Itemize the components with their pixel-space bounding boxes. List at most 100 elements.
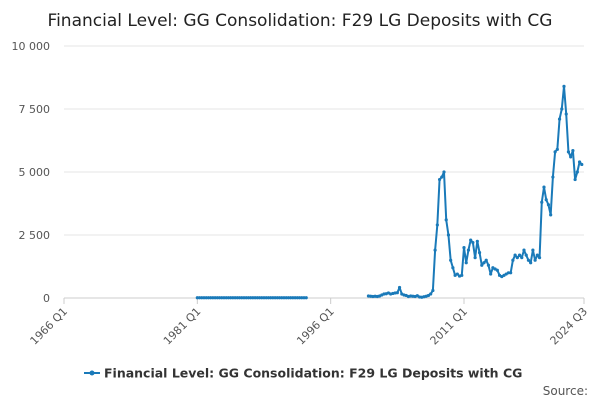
data-point (251, 296, 255, 300)
data-point (531, 248, 535, 252)
data-point (486, 263, 491, 267)
data-point (573, 177, 577, 182)
legend-label: Financial Level: GG Consolidation: F29 L… (104, 366, 522, 381)
data-point (291, 296, 295, 300)
data-point (495, 268, 499, 272)
x-axis: 1966 Q1 1981 Q1 1996 Q1 2011 Q1 2024 Q3 (28, 305, 591, 348)
data-point (271, 296, 275, 300)
data-point (509, 271, 513, 275)
data-point (469, 238, 473, 242)
data-point (529, 261, 533, 265)
data-point (551, 175, 555, 179)
data-point (466, 248, 471, 252)
data-point (569, 155, 573, 159)
data-point (437, 177, 442, 182)
data-point (200, 296, 204, 300)
data-point (544, 198, 548, 202)
data-point (204, 296, 208, 300)
data-point (211, 296, 215, 300)
data-point (242, 296, 246, 300)
data-point (460, 273, 464, 277)
data-point (215, 296, 219, 300)
data-point (484, 258, 488, 262)
data-point (560, 107, 564, 111)
data-point (286, 296, 291, 300)
data-point (540, 200, 544, 204)
data-point (580, 162, 584, 167)
data-point (249, 296, 253, 300)
data-point (220, 296, 224, 300)
data-point (577, 160, 582, 164)
data-point (206, 296, 211, 300)
data-point (549, 213, 553, 217)
data-point (253, 296, 257, 300)
data-point (280, 296, 284, 300)
data-point (235, 296, 239, 300)
data-point (562, 84, 566, 88)
source-label: Source: (543, 384, 588, 398)
data-point (284, 296, 288, 300)
data-point (575, 170, 579, 174)
data-point (555, 147, 559, 151)
data-point (489, 272, 493, 276)
data-point (517, 253, 522, 257)
data-point (520, 256, 524, 260)
data-point (535, 253, 539, 257)
data-point (522, 248, 526, 252)
data-point (462, 246, 466, 250)
data-point (431, 288, 435, 293)
data-point (302, 296, 306, 300)
data-point (209, 296, 213, 300)
data-point (222, 296, 226, 300)
data-point (240, 296, 244, 300)
data-point (266, 296, 271, 300)
data-point (444, 218, 448, 222)
data-point (397, 285, 402, 290)
x-tick-label: 1996 Q1 (294, 305, 337, 348)
data-point (237, 296, 242, 300)
data-point (213, 296, 217, 300)
data-point (451, 266, 455, 270)
data-point (257, 296, 262, 300)
gridlines (63, 45, 585, 304)
legend[interactable]: Financial Level: GG Consolidation: F29 L… (84, 366, 522, 381)
data-point (435, 223, 439, 227)
y-tick-label: 10 000 (12, 40, 51, 53)
data-point (566, 150, 571, 154)
data-point (297, 296, 302, 300)
data-point (526, 258, 531, 262)
data-point (395, 291, 399, 295)
data-point (553, 150, 557, 154)
y-tick-label: 2 500 (19, 229, 51, 242)
data-point (564, 112, 568, 116)
data-point (295, 296, 299, 300)
data-point (446, 233, 451, 237)
data-point (202, 296, 206, 300)
y-tick-label: 7 500 (19, 103, 51, 116)
data-point (480, 263, 484, 267)
chart-title: Financial Level: GG Consolidation: F29 L… (48, 11, 553, 31)
data-point (546, 203, 551, 207)
data-point (506, 271, 511, 275)
y-tick-label: 0 (43, 292, 50, 305)
data-point (275, 296, 279, 300)
data-point (511, 258, 515, 262)
data-point (233, 296, 237, 300)
data-point (455, 272, 459, 276)
data-point (197, 296, 202, 300)
data-point (471, 240, 475, 245)
data-point (571, 148, 575, 153)
series-layer (195, 84, 584, 300)
series-line (367, 85, 583, 299)
data-point (289, 296, 293, 300)
data-point (260, 296, 264, 300)
data-point (537, 256, 542, 260)
data-point (477, 251, 482, 255)
data-point (293, 296, 297, 300)
data-point (433, 248, 437, 252)
data-point (229, 296, 233, 300)
data-point (482, 261, 486, 265)
data-point (449, 258, 453, 262)
